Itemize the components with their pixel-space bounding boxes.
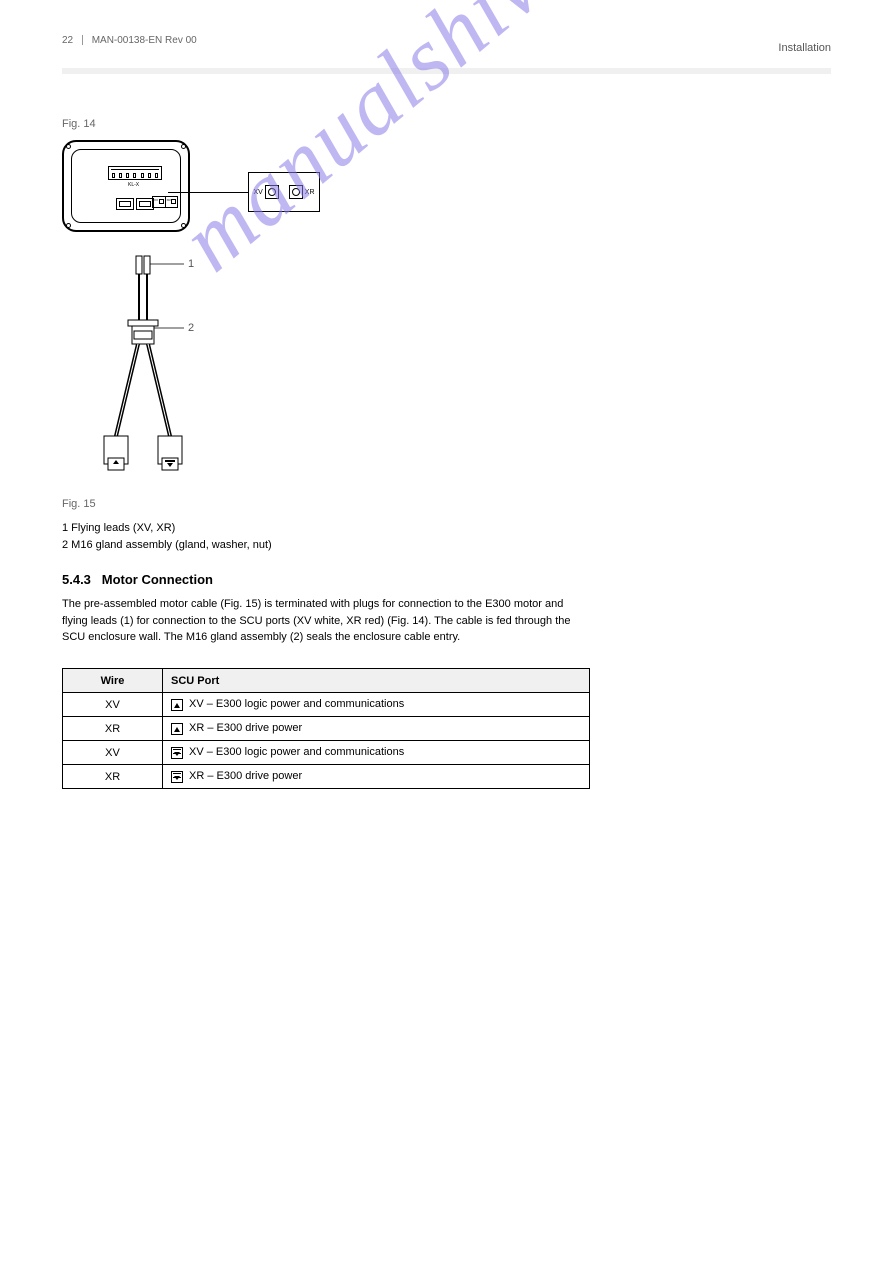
xv-xr-detail: XV XR (248, 172, 320, 212)
bottom-ports (116, 198, 154, 210)
motor-cable-diagram: 1 2 (88, 256, 208, 486)
up-icon (171, 699, 183, 711)
figure-14-caption: Fig. 14 (62, 118, 96, 130)
col-wire: Wire (63, 669, 163, 693)
scu-inner: KL-X XV XR (71, 149, 181, 223)
legend-item-1: 1 Flying leads (XV, XR) (62, 520, 272, 537)
cell-wire: XR (63, 765, 163, 789)
footer: 22 MAN-00138-EN Rev 00 (62, 35, 831, 46)
page: Installation Fig. 14 KL-X XV XR (0, 0, 893, 82)
callout-2: 2 (188, 322, 194, 334)
legend-list: 1 Flying leads (XV, XR) 2 M16 gland asse… (62, 520, 272, 553)
section-number: 5.4.3 (62, 572, 91, 587)
xv-label: XV (253, 189, 262, 196)
doc-id: MAN-00138-EN Rev 00 (92, 35, 197, 46)
xv-xr-ports-small: XV XR (152, 196, 178, 208)
cell-wire: XV (63, 693, 163, 717)
cell-port: XR – E300 drive power (163, 765, 590, 789)
callout-1: 1 (188, 258, 194, 270)
wire-table: Wire SCU Port XV XV – E300 logic power a… (62, 668, 590, 789)
table-header-row: Wire SCU Port (63, 669, 590, 693)
xv-port: XV (253, 185, 278, 199)
figure-15-caption: Fig. 15 (62, 498, 96, 510)
table-row: XV XV – E300 logic power and communicati… (63, 693, 590, 717)
header-rule (62, 68, 831, 74)
table-row: XV XV – E300 logic power and communicati… (63, 741, 590, 765)
cell-wire: XR (63, 717, 163, 741)
cell-port: XR – E300 drive power (163, 717, 590, 741)
klx-label: KL-X (128, 182, 139, 188)
section-heading: 5.4.3 Motor Connection (62, 572, 213, 587)
table-row: XR XR – E300 drive power (63, 717, 590, 741)
scu-diagram: KL-X XV XR XV XR (62, 140, 332, 250)
down-icon (171, 747, 183, 759)
xr-label: XR (305, 189, 315, 196)
table-row: XR XR – E300 drive power (63, 765, 590, 789)
leader-line (168, 192, 248, 193)
cell-port: XV – E300 logic power and communications (163, 741, 590, 765)
scu-enclosure: KL-X XV XR (62, 140, 190, 232)
legend-item-2: 2 M16 gland assembly (gland, washer, nut… (62, 537, 272, 554)
cell-port: XV – E300 logic power and communications (163, 693, 590, 717)
terminal-block (108, 166, 162, 180)
up-icon (171, 723, 183, 735)
section-title: Motor Connection (102, 572, 213, 587)
col-port: SCU Port (163, 669, 590, 693)
down-icon (171, 771, 183, 783)
xv-port-icon (265, 185, 279, 199)
cell-wire: XV (63, 741, 163, 765)
xr-port-icon (289, 185, 303, 199)
page-number: 22 (62, 35, 73, 46)
xr-port: XR (289, 185, 315, 199)
cable-svg (88, 256, 208, 486)
section-body: The pre-assembled motor cable (Fig. 15) … (62, 596, 592, 646)
